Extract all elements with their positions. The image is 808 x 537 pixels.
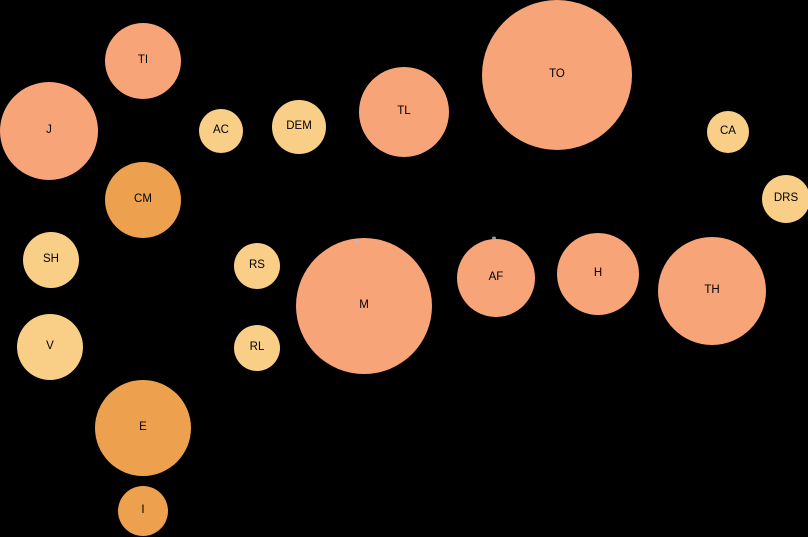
bubble-label: J — [46, 124, 52, 137]
bubble-label: M — [359, 299, 369, 312]
bubble-sh: SH — [23, 232, 79, 288]
artifact-dot — [492, 236, 496, 240]
bubble-rs: RS — [234, 243, 280, 289]
bubble-v: V — [17, 314, 83, 380]
bubble-ca: CA — [707, 111, 749, 153]
bubble-label: I — [141, 504, 145, 517]
bubble-h: H — [557, 233, 639, 315]
bubble-af: AF — [457, 239, 535, 317]
bubble-ti: TI — [105, 23, 181, 99]
bubble-label: DEM — [286, 120, 312, 133]
bubble-label: SH — [43, 253, 59, 266]
bubble-label: RL — [249, 341, 265, 354]
artifact-dot — [355, 239, 359, 243]
bubble-label: AC — [213, 124, 229, 137]
bubble-label: E — [139, 421, 147, 434]
bubble-rl: RL — [234, 325, 280, 371]
bubble-i: I — [118, 486, 168, 536]
bubble-label: RS — [249, 259, 265, 272]
bubble-label: TO — [549, 68, 565, 81]
bubble-label: H — [593, 267, 603, 280]
bubble-label: TH — [704, 284, 720, 297]
bubble-cm: CM — [105, 162, 181, 238]
bubble-label: DRS — [773, 192, 799, 205]
bubble-m: M — [296, 238, 432, 374]
bubble-label: CM — [134, 193, 152, 206]
bubble-dem: DEM — [272, 100, 326, 154]
bubble-j: J — [0, 82, 98, 180]
bubble-e: E — [95, 380, 191, 476]
bubble-label: AF — [488, 271, 504, 284]
bubble-drs: DRS — [762, 175, 808, 223]
bubble-to: TO — [482, 0, 632, 150]
bubble-tl: TL — [359, 67, 449, 157]
bubble-label: TI — [137, 54, 149, 67]
bubble-th: TH — [658, 237, 766, 345]
bubble-label: TL — [397, 105, 411, 118]
bubble-label: V — [46, 340, 54, 353]
bubble-label: CA — [720, 125, 736, 138]
bubble-ac: AC — [199, 109, 243, 153]
